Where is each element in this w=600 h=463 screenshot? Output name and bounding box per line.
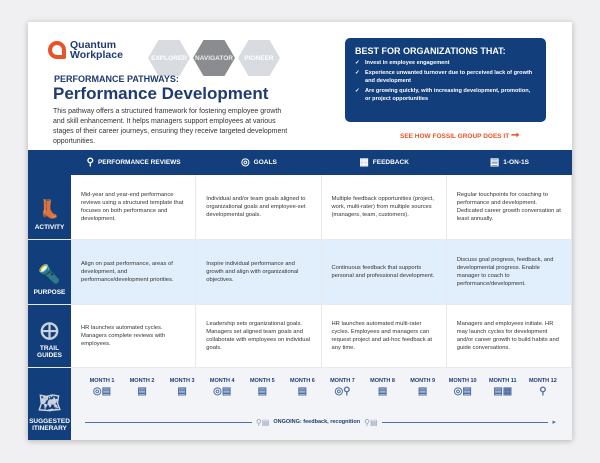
table-cell: Individual and/or team goals aligned to … — [196, 175, 322, 239]
table-cell: Continuous feedback that supports person… — [321, 240, 447, 304]
level-badges: EXPLORER NAVIGATOR PIONEER — [148, 40, 280, 76]
recognition-icon: ⚲▤ — [255, 417, 270, 427]
month-item: MONTH 8 ▤ — [370, 378, 395, 397]
one-on-one-icon: ▤ — [257, 386, 268, 397]
feedback-icon: ▦ — [359, 157, 369, 168]
logo-line1: Quantum — [70, 39, 117, 51]
fossil-group-link[interactable]: SEE HOW FOSSIL GROUP DOES IT ➞ — [400, 130, 520, 141]
goals-icon: ◎ — [453, 386, 463, 397]
goals-icon: ◎ — [334, 386, 344, 397]
pathway-table: ⚲ PERFORMANCE REVIEWS ◎ GOALS ▦ FEEDBACK ▤ 1-ON… — [28, 150, 572, 440]
arrow-right-icon: ➞ — [511, 130, 520, 141]
table-cell: Multiple feedback opportunities (project… — [322, 175, 447, 239]
row-label-itinerary: 🗺 SUGGESTED ITINERARY — [28, 368, 71, 440]
one-on-one-icon: ▤ — [417, 386, 428, 397]
check-icon: ✓ — [355, 60, 360, 66]
month-item: MONTH 5 ▤ — [249, 378, 275, 397]
month-item: MONTH 12 ⚲ — [528, 378, 557, 397]
one-on-one-icon: ▤ — [377, 386, 388, 397]
review-icon: ⚲ — [86, 157, 94, 168]
month-item: MONTH 3 ▤ — [169, 378, 195, 397]
itinerary-row: 🗺 SUGGESTED ITINERARY MONTH 1 ◎▤ MONTH 2 ▤ MO… — [28, 368, 572, 440]
row-trail-guides: ⨁ TRAIL GUIDES HR launches automated cycle… — [28, 305, 572, 368]
kicker: PERFORMANCE PATHWAYS: — [54, 74, 179, 84]
logo: Quantum Workplace — [48, 40, 123, 60]
one-on-one-icon: ▤ — [101, 386, 112, 397]
ongoing-timeline: ⚲▤ ONGOING: feedback, recognition ⚲▤ ▸ — [85, 417, 556, 427]
month-item: MONTH 11 ▤▦ — [489, 378, 517, 397]
one-on-one-icon: ▤ — [462, 386, 472, 397]
logo-mark-icon — [48, 41, 66, 59]
badge-explorer: EXPLORER — [148, 40, 190, 76]
table-cell: Discuss goal progress, feedback, and dev… — [446, 240, 572, 304]
badge-navigator: NAVIGATOR — [193, 40, 235, 76]
column-header: ◎ GOALS — [240, 157, 277, 168]
column-header: ▤ 1-ON-1S — [489, 157, 529, 168]
recognition-icon: ⚲▤ — [364, 417, 378, 427]
boots-icon: 👢 — [38, 199, 61, 219]
best-for-item: ✓ Experience unwanted turnover due to per… — [355, 70, 533, 84]
month-item: MONTH 2 ▤ — [129, 378, 155, 397]
column-header: ▦ FEEDBACK — [359, 157, 409, 168]
map-icon: 🗺 — [38, 393, 61, 413]
review-icon: ⚲ — [343, 386, 351, 397]
row-purpose: 🔦 PURPOSE Align on past performance, areas… — [28, 240, 572, 305]
page-title: Performance Development — [53, 84, 269, 103]
month-item: MONTH 7 ◎⚲ — [330, 378, 355, 397]
table-cell: HR launches automated multi-rater cycles… — [322, 305, 447, 367]
month-item: MONTH 10 ◎▤ — [448, 378, 477, 397]
column-header: ⚲ PERFORMANCE REVIEWS — [86, 157, 181, 168]
month-item: MONTH 4 ◎▤ — [209, 378, 235, 397]
table-cell: Mid-year and year-end performance review… — [71, 175, 197, 239]
goals-icon: ◎ — [240, 157, 250, 168]
row-label: 🔦 PURPOSE — [28, 240, 71, 304]
best-for-item: ✓ Are growing quickly, with increasing de… — [355, 88, 531, 102]
table-cell: HR launches automated cycles. Managers c… — [71, 305, 197, 367]
badge-pioneer: PIONEER — [238, 40, 280, 76]
logo-line2: Workplace — [70, 49, 123, 61]
check-icon: ✓ — [355, 88, 360, 94]
one-on-one-icon: ▤ — [489, 157, 500, 168]
goals-icon: ◎ — [92, 386, 102, 397]
review-icon: ⚲ — [539, 386, 547, 397]
one-on-one-icon: ▤ — [177, 386, 187, 397]
goals-icon: ◎ — [213, 386, 222, 397]
month-item: MONTH 1 ◎▤ — [89, 378, 115, 397]
table-cell: Leadership sets organizational goals. Ma… — [196, 305, 322, 367]
best-for-panel: BEST FOR ORGANIZATIONS THAT: ✓ Invest in … — [345, 38, 546, 122]
ongoing-label: ONGOING: feedback, recognition — [273, 419, 361, 425]
flashlight-icon: 🔦 — [38, 264, 61, 284]
row-activity: 👢 ACTIVITY Mid-year and year-end performan… — [28, 175, 572, 240]
compass-icon: ⨁ — [40, 320, 59, 340]
one-on-one-icon: ▤ — [137, 386, 147, 397]
best-for-heading: BEST FOR ORGANIZATIONS THAT: — [355, 46, 506, 56]
feedback-icon: ▦ — [502, 386, 513, 397]
intro-text: This pathway offers a structured framewo… — [53, 108, 288, 145]
table-cell: Managers and employees initiate. HR may … — [447, 305, 572, 367]
month-item: MONTH 9 ▤ — [410, 378, 435, 397]
one-on-one-icon: ▤ — [297, 386, 308, 397]
one-on-one-icon: ▤ — [221, 386, 232, 397]
row-label: 👢 ACTIVITY — [28, 175, 71, 239]
table-cell: Inspire individual performance and growt… — [196, 240, 322, 304]
month-item: MONTH 6 ▤ — [290, 378, 315, 397]
one-on-one-icon: ▤ — [493, 386, 503, 397]
row-label: ⨁ TRAIL GUIDES — [28, 305, 71, 367]
pathway-sheet: Quantum Workplace EXPLORER NAVIGATOR PIONEE… — [28, 22, 572, 440]
check-icon: ✓ — [355, 70, 360, 76]
table-cell: Regular touchpoints for coaching to perf… — [447, 175, 572, 239]
best-for-item: ✓ Invest in employee engagement — [355, 60, 450, 66]
table-cell: Align on past performance, areas of deve… — [71, 240, 197, 304]
